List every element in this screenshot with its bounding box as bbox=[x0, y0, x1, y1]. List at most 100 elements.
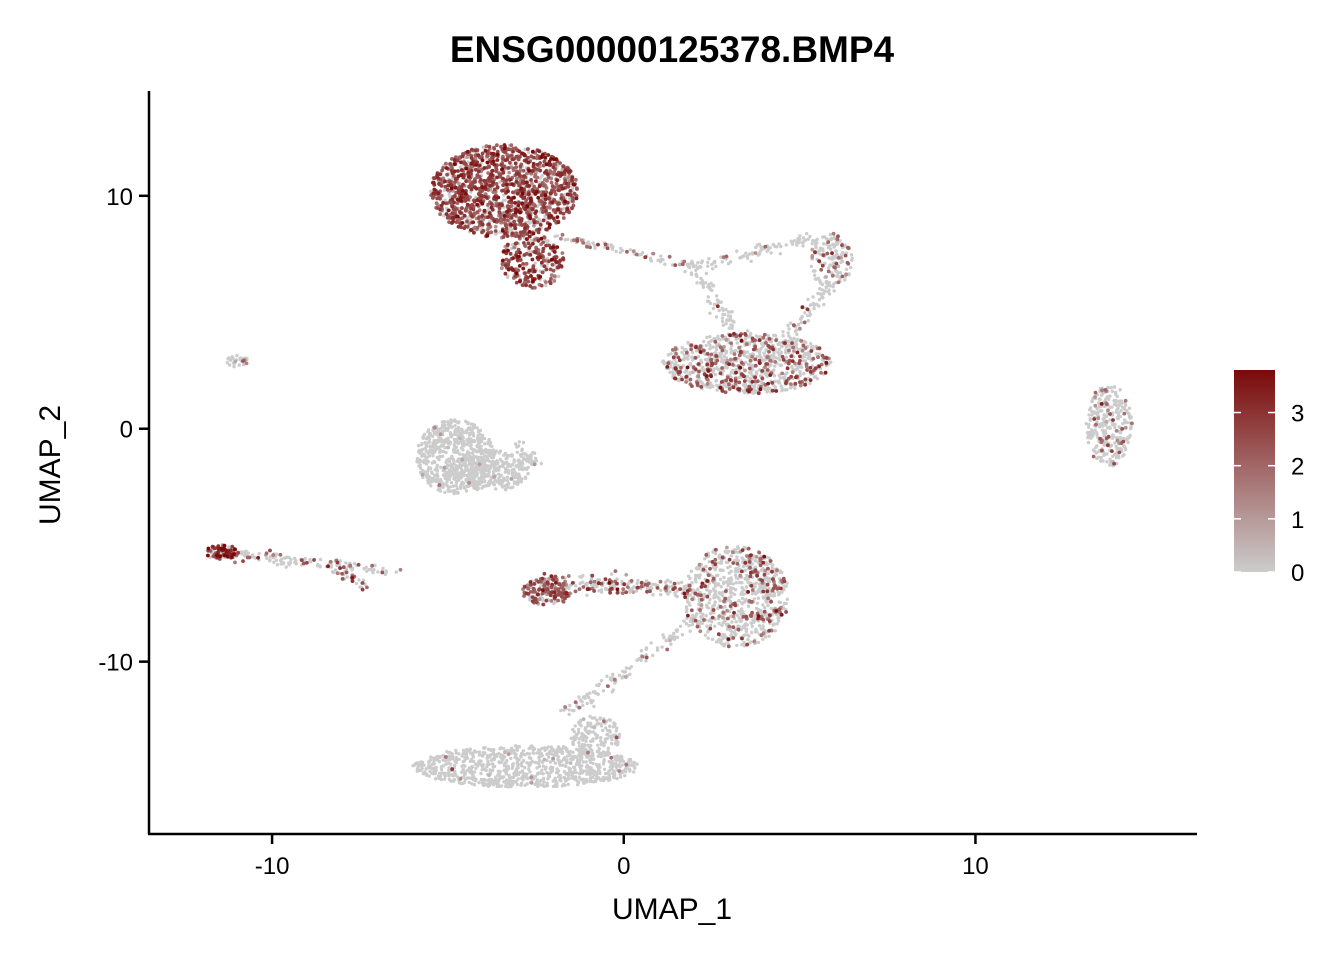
cell-point bbox=[811, 238, 815, 243]
cell-point bbox=[752, 617, 756, 622]
cell-point bbox=[694, 349, 699, 353]
cell-point bbox=[442, 772, 447, 777]
cell-point bbox=[712, 336, 716, 341]
cell-point bbox=[491, 469, 496, 473]
cell-point bbox=[777, 592, 781, 597]
cell-point bbox=[513, 442, 518, 446]
cell-point bbox=[383, 572, 387, 577]
cell-point bbox=[571, 765, 576, 769]
cell-point bbox=[454, 438, 458, 442]
cell-point bbox=[442, 420, 446, 424]
cell-point bbox=[265, 556, 269, 561]
cell-point bbox=[372, 568, 376, 572]
cell-point bbox=[719, 585, 723, 589]
cell-point bbox=[580, 580, 585, 584]
cell-point bbox=[784, 355, 788, 359]
cell-point bbox=[803, 359, 808, 363]
cell-point bbox=[495, 459, 499, 463]
cell-point bbox=[523, 475, 528, 479]
cell-point bbox=[485, 756, 489, 760]
cell-point bbox=[784, 243, 788, 247]
cell-point bbox=[776, 350, 780, 355]
cell-point bbox=[796, 322, 801, 327]
cell-point bbox=[611, 688, 615, 692]
cell-point bbox=[779, 350, 783, 355]
cell-point bbox=[439, 439, 443, 443]
cell-point bbox=[457, 478, 461, 482]
cell-point bbox=[564, 764, 568, 769]
cell-point bbox=[743, 368, 747, 373]
cell-point bbox=[446, 750, 451, 755]
cell-point bbox=[766, 603, 770, 608]
points-layer bbox=[206, 143, 1134, 789]
cell-point bbox=[474, 750, 478, 754]
cell-point bbox=[430, 445, 434, 449]
cell-point bbox=[501, 757, 505, 762]
cell-point bbox=[479, 444, 483, 448]
cell-point bbox=[609, 677, 614, 682]
cell-point bbox=[506, 483, 510, 487]
cell-point bbox=[790, 365, 794, 369]
cell-point bbox=[1108, 418, 1112, 422]
cell-point bbox=[649, 258, 653, 262]
cell-point bbox=[527, 762, 531, 766]
cell-point bbox=[599, 736, 603, 740]
cell-point bbox=[452, 763, 457, 768]
cell-point bbox=[710, 288, 714, 293]
cell-point bbox=[688, 576, 692, 581]
cell-point bbox=[688, 593, 693, 597]
cell-point bbox=[423, 441, 427, 445]
cell-point bbox=[733, 573, 738, 577]
cell-point bbox=[714, 574, 719, 578]
cell-point bbox=[581, 703, 585, 708]
cell-point bbox=[670, 360, 674, 365]
cell-point bbox=[461, 767, 465, 772]
cell-point bbox=[449, 435, 453, 439]
cell-point bbox=[728, 564, 732, 569]
cell-point bbox=[704, 271, 709, 276]
cell-point bbox=[587, 695, 591, 700]
cell-point bbox=[722, 360, 726, 365]
cell-point bbox=[694, 614, 698, 619]
cell-point bbox=[764, 372, 768, 377]
cell-point bbox=[594, 762, 599, 767]
cell-point bbox=[1102, 413, 1106, 417]
cell-point bbox=[742, 640, 746, 645]
cell-point bbox=[794, 368, 798, 372]
cell-point bbox=[501, 198, 506, 202]
cell-point bbox=[227, 356, 231, 360]
cell-point bbox=[451, 484, 456, 488]
cell-point bbox=[628, 248, 632, 252]
cell-point bbox=[579, 575, 584, 579]
cell-point bbox=[768, 246, 772, 250]
cell-point bbox=[450, 177, 454, 181]
cell-point bbox=[810, 241, 814, 246]
cell-point bbox=[834, 253, 838, 257]
cell-point bbox=[463, 756, 467, 760]
cell-point bbox=[444, 762, 448, 766]
cell-point bbox=[792, 349, 796, 353]
cell-point bbox=[673, 362, 677, 367]
cell-point bbox=[817, 304, 821, 308]
cell-point bbox=[773, 385, 777, 389]
cell-point bbox=[454, 757, 459, 762]
cell-point bbox=[470, 428, 474, 433]
cell-point bbox=[711, 267, 715, 271]
cell-point bbox=[696, 355, 701, 359]
cell-point bbox=[783, 372, 788, 376]
cell-point bbox=[834, 242, 839, 247]
cell-point bbox=[426, 428, 431, 432]
cell-point bbox=[538, 210, 542, 214]
cell-point bbox=[736, 570, 740, 574]
cell-point bbox=[737, 609, 741, 613]
cell-point bbox=[440, 423, 445, 428]
cell-point bbox=[668, 364, 673, 369]
cell-point bbox=[562, 770, 567, 774]
cell-point bbox=[476, 430, 481, 434]
cell-point bbox=[1112, 385, 1117, 389]
cell-point bbox=[739, 627, 744, 632]
cell-point bbox=[799, 339, 804, 343]
cell-point bbox=[471, 431, 475, 435]
cell-point bbox=[849, 253, 854, 257]
cell-point bbox=[835, 274, 839, 278]
